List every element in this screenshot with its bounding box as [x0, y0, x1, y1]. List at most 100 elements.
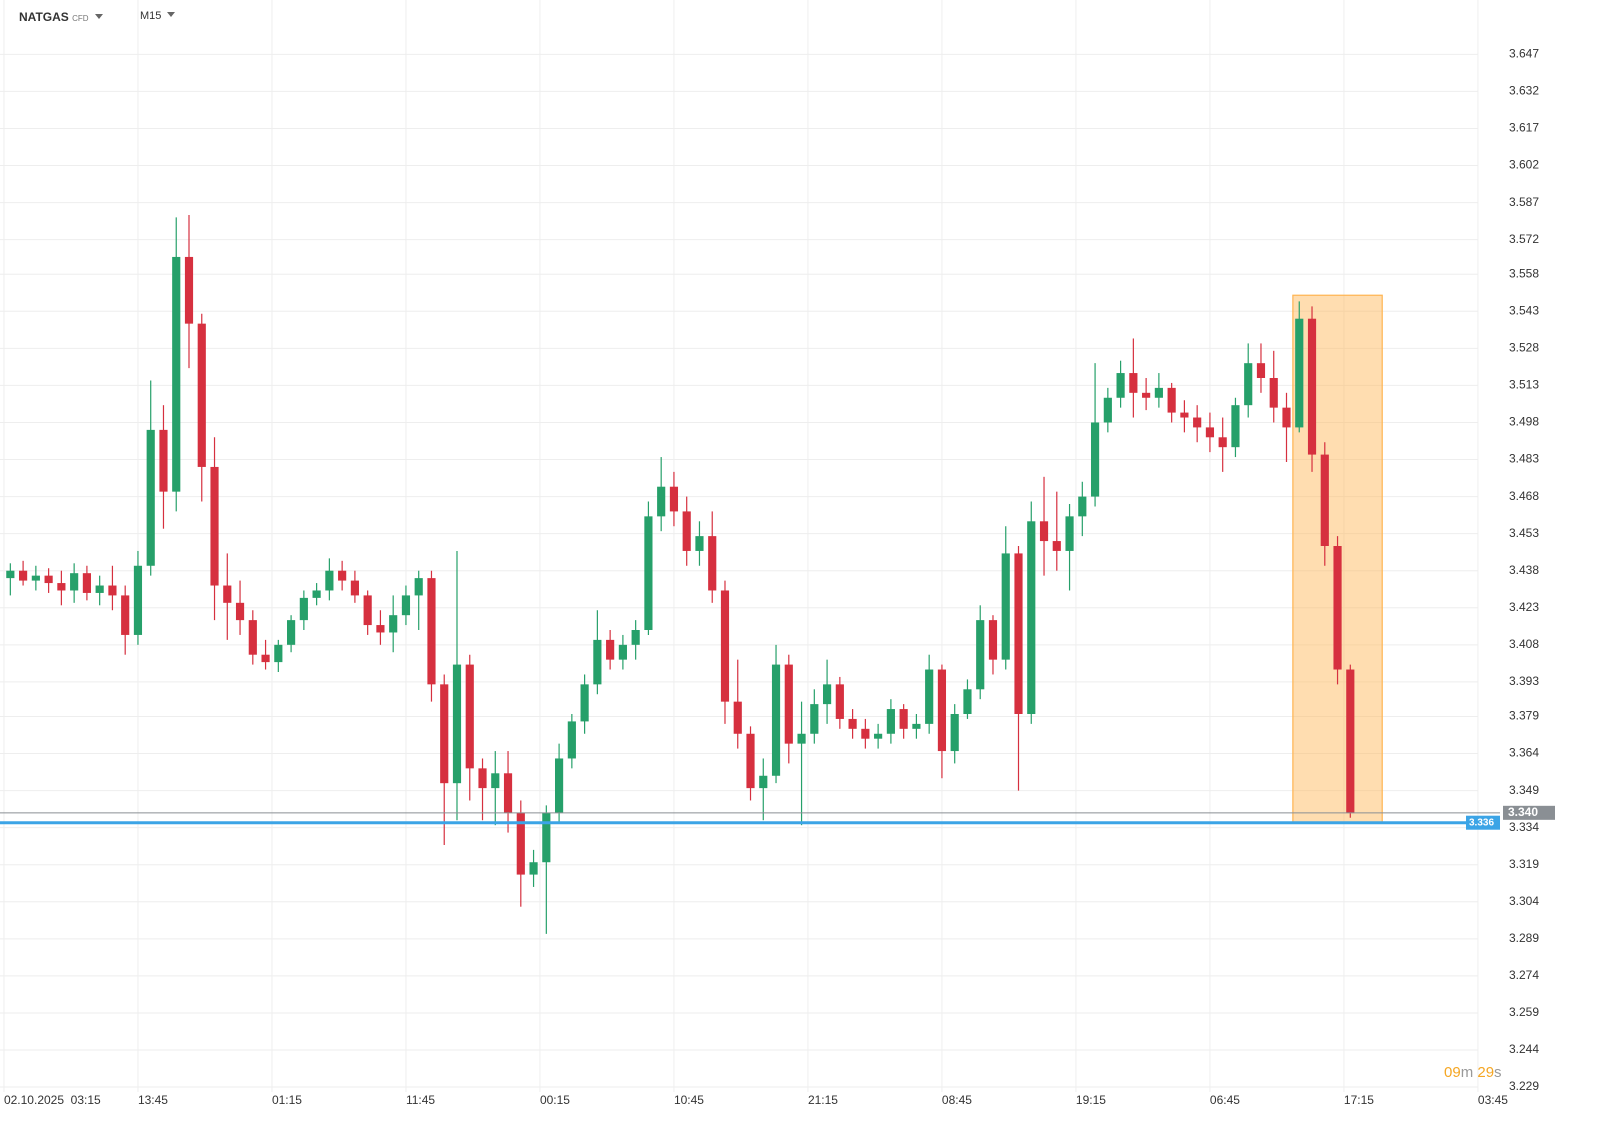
candle-body [657, 486, 666, 517]
candle-body [1307, 318, 1317, 455]
candle-body [121, 595, 130, 635]
candle-body [822, 684, 832, 705]
candle-body [312, 590, 321, 598]
candle-body [1231, 405, 1240, 448]
y-tick-label: 3.229 [1509, 1079, 1539, 1093]
candle-body [1333, 546, 1342, 670]
y-tick-label: 3.304 [1509, 894, 1539, 908]
candle-body [350, 580, 359, 596]
candle-body [899, 709, 908, 729]
y-tick-label: 3.274 [1509, 968, 1539, 982]
y-tick-label: 3.528 [1509, 341, 1539, 355]
candle-body [95, 585, 104, 593]
candle-body [733, 701, 742, 734]
candle-body [1116, 373, 1125, 398]
candle-body [1090, 422, 1100, 497]
price-label-box [1466, 815, 1500, 830]
y-tick-label: 3.513 [1509, 378, 1539, 392]
candle-body [1065, 516, 1074, 551]
candle-body [1180, 412, 1189, 418]
candle-body [44, 575, 53, 584]
candle-body [631, 630, 640, 645]
candle-body [1167, 387, 1176, 413]
candle-body [274, 644, 283, 663]
y-tick-label: 3.647 [1509, 47, 1539, 61]
candle-body [325, 570, 334, 591]
candle-body [848, 718, 857, 729]
candle-body [988, 620, 998, 660]
candle-body [810, 704, 819, 734]
y-tick-label: 3.438 [1509, 563, 1539, 577]
y-tick-label: 3.379 [1509, 709, 1539, 723]
x-tick-label: 02.10.2025 03:15 [4, 1093, 101, 1107]
y-tick-label: 3.244 [1509, 1042, 1539, 1056]
y-tick-label: 3.468 [1509, 489, 1539, 503]
x-tick-label: 06:45 [1210, 1093, 1240, 1107]
candle-body [644, 516, 653, 630]
candle-body [1193, 417, 1202, 428]
candle-body [210, 466, 219, 586]
candle-body [363, 595, 372, 626]
price-label-box [1503, 805, 1555, 820]
candle-body [1142, 392, 1151, 398]
candle-body [1154, 387, 1163, 398]
candle-body [593, 639, 602, 685]
x-tick-label: 21:15 [808, 1093, 838, 1107]
y-tick-label: 3.587 [1509, 195, 1539, 209]
y-tick-label: 3.408 [1509, 637, 1539, 651]
x-tick-label: 01:15 [272, 1093, 302, 1107]
candle-body [1052, 541, 1061, 551]
candle-body [1078, 496, 1087, 517]
candle-body [299, 597, 308, 621]
candle-body [1269, 378, 1278, 408]
candle-body [1218, 437, 1227, 448]
y-tick-label: 3.572 [1509, 232, 1539, 246]
candle-body [133, 565, 143, 635]
candle-body [937, 669, 947, 752]
candle-body [746, 733, 755, 789]
candle-body [108, 585, 117, 596]
candle-body [1346, 669, 1355, 813]
candle-body [146, 429, 155, 566]
y-tick-label: 3.334 [1509, 820, 1539, 834]
candle-body [235, 602, 245, 621]
candle-body [1295, 318, 1304, 428]
candle-body [1205, 427, 1215, 438]
candle-body [491, 773, 500, 789]
candle-body [771, 664, 781, 776]
interval-selector[interactable]: M15 [140, 10, 176, 22]
candle-body [172, 256, 181, 492]
candle-body [1282, 407, 1291, 428]
candle-body [503, 773, 513, 813]
y-tick-label: 3.483 [1509, 452, 1539, 466]
candle-body [529, 862, 538, 875]
candle-body [784, 664, 793, 744]
candle-body [1039, 521, 1049, 542]
candle-body [1129, 373, 1138, 393]
candle-body [912, 723, 921, 729]
symbol: NATGAS [19, 10, 69, 24]
instrument-type: CFD [72, 14, 89, 23]
candle-body [57, 583, 66, 591]
candle-body [6, 570, 15, 579]
y-tick-label: 3.602 [1509, 158, 1539, 172]
candle-body [338, 570, 347, 581]
timer-unit: m [1460, 1064, 1474, 1081]
symbol-selector[interactable]: NATGAS CFD [19, 10, 103, 24]
x-tick-label: 08:45 [942, 1093, 972, 1107]
y-tick-label: 3.453 [1509, 526, 1539, 540]
candle-body [1001, 553, 1010, 660]
candle-body [567, 721, 576, 759]
candle-body [440, 684, 449, 784]
candle-body [886, 709, 895, 734]
candle-body [874, 733, 883, 739]
candle-body [1320, 454, 1329, 546]
candle-body [542, 812, 551, 863]
candle-body [1027, 521, 1036, 714]
price-label: 3.340 [1508, 805, 1538, 819]
timer-seconds: 29 [1477, 1064, 1495, 1081]
candle-body [376, 625, 385, 633]
x-tick-label: 10:45 [674, 1093, 704, 1107]
interval: M15 [140, 10, 162, 22]
